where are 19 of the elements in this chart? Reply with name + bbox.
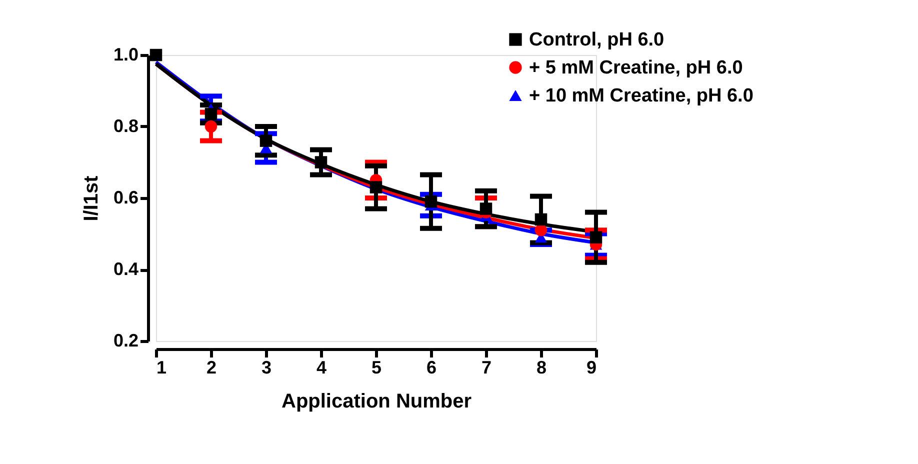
legend-label: Control, pH 6.0 <box>529 30 664 50</box>
y-tick-label: 0.2 <box>113 330 138 350</box>
legend-label: + 5 mM Creatine, pH 6.0 <box>529 58 743 78</box>
x-tick-label: 3 <box>261 358 272 378</box>
y-tick-label: 0.8 <box>113 116 138 136</box>
x-axis-title: Application Number <box>281 390 472 412</box>
x-tick-label: 9 <box>586 358 596 378</box>
y-tick-label: 0.6 <box>113 188 138 208</box>
x-tick-label: 5 <box>371 358 382 378</box>
x-tick-label: 8 <box>536 358 547 378</box>
legend-label: + 10 mM Creatine, pH 6.0 <box>529 86 754 106</box>
x-tick-label: 7 <box>481 358 492 378</box>
y-tick-label: 1.0 <box>113 44 138 64</box>
y-axis-title: I/I1st <box>80 175 102 222</box>
x-tick-label: 1 <box>156 358 167 378</box>
y-tick-label: 0.4 <box>113 259 138 279</box>
x-tick-label: 2 <box>206 358 217 378</box>
x-tick-label: 6 <box>426 358 437 378</box>
x-tick-label: 4 <box>316 358 327 378</box>
